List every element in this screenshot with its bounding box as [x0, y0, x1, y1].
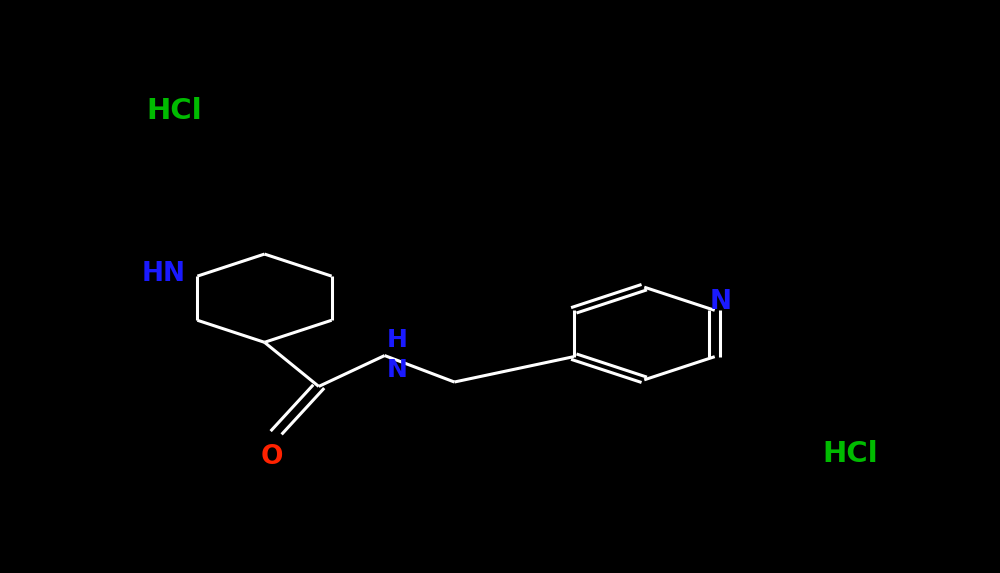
Text: HN: HN	[142, 261, 186, 287]
Text: HCl: HCl	[823, 440, 878, 468]
Text: N: N	[710, 289, 732, 315]
Text: H: H	[387, 328, 408, 352]
Text: O: O	[261, 444, 284, 470]
Text: HCl: HCl	[147, 97, 202, 125]
Text: N: N	[387, 358, 408, 382]
